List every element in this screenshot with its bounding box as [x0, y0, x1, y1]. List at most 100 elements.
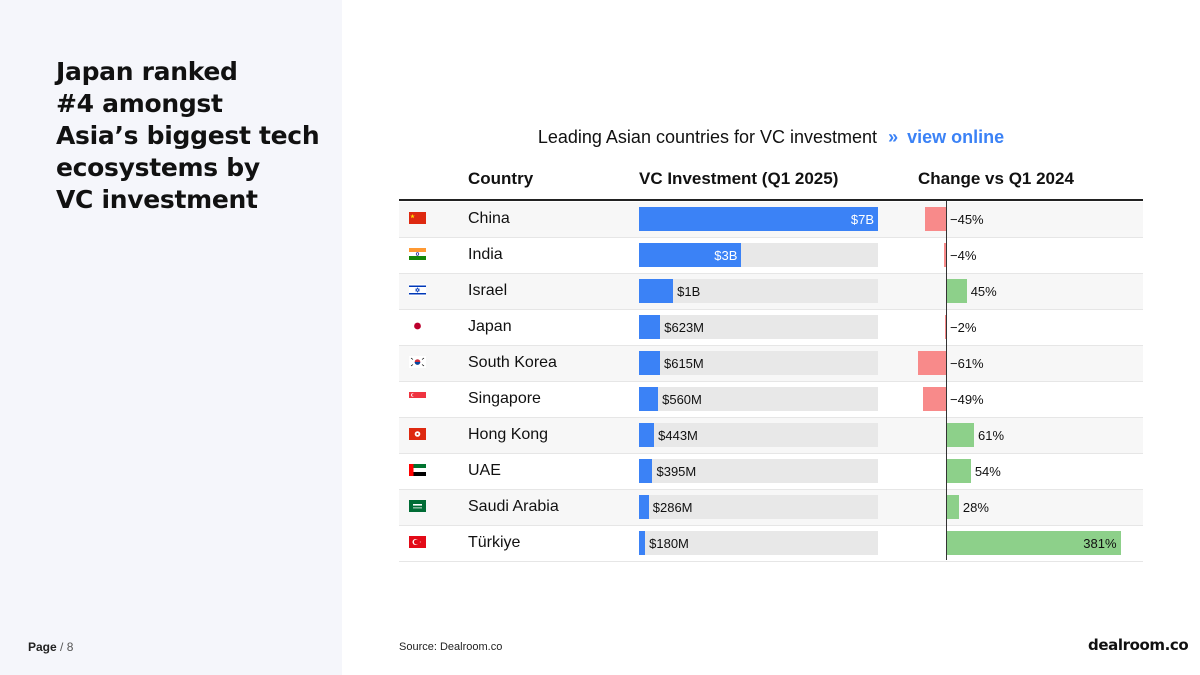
change-value-label: −61%: [950, 356, 984, 371]
table-row: Israel $1B 45%: [399, 274, 1143, 310]
chart-card: Leading Asian countries for VC investmen…: [399, 103, 1143, 563]
dealroom-logo: dealroom.co: [1088, 636, 1189, 654]
investment-bar: [639, 279, 674, 303]
flag-uae-icon: [409, 464, 426, 476]
investment-bar: [639, 207, 878, 231]
table-row: China $7B −45%: [399, 202, 1143, 238]
change-bar: [923, 387, 946, 411]
investment-bar: [639, 495, 649, 519]
change-value-label: 54%: [974, 464, 1001, 479]
investment-bar-track: $1B: [639, 279, 878, 303]
table-row: Saudi Arabia $286M 28%: [399, 490, 1143, 526]
country-name: Singapore: [468, 390, 541, 407]
column-header-investment: VC Investment (Q1 2025): [639, 169, 839, 188]
flag-hong-kong-icon: [409, 428, 426, 440]
flag-israel-icon: [409, 284, 426, 296]
page-label: Page: [28, 640, 57, 654]
investment-bar: [639, 387, 659, 411]
investment-value-label: $615M: [663, 356, 704, 371]
headline-line: Japan ranked: [56, 57, 238, 86]
headline-line: VC investment: [56, 185, 258, 214]
page-number: 8: [66, 640, 74, 654]
change-bar: [946, 459, 971, 483]
change-zero-line: [946, 201, 947, 560]
change-bar: [946, 531, 1122, 555]
investment-value-label: $1B: [677, 284, 701, 299]
table-row: Hong Kong $443M 61%: [399, 418, 1143, 454]
change-bar: [946, 279, 967, 303]
table-row: Singapore $560M −49%: [399, 382, 1143, 418]
table-row: UAE $395M 54%: [399, 454, 1143, 490]
investment-value-label: $3B: [714, 248, 738, 263]
country-name: South Korea: [468, 354, 557, 371]
investment-bar-track: $3B: [639, 243, 878, 267]
change-bar: [944, 243, 946, 267]
investment-bar-track: $623M: [639, 315, 878, 339]
country-name: Hong Kong: [468, 426, 549, 443]
country-name: China: [468, 210, 510, 227]
change-value-label: −45%: [950, 212, 984, 227]
change-value-label: 381%: [1083, 536, 1117, 551]
flag-south-korea-icon: [409, 356, 426, 368]
flag-turkiye-icon: [409, 536, 426, 548]
investment-bar: [639, 351, 660, 375]
country-name: India: [468, 246, 503, 263]
investment-value-label: $443M: [658, 428, 698, 443]
country-name: UAE: [468, 462, 501, 479]
change-bar: [925, 207, 946, 231]
change-value-label: 45%: [970, 284, 997, 299]
header-divider: [399, 199, 1143, 201]
change-value-label: −4%: [950, 248, 977, 263]
headline-line: Asia’s biggest tech: [56, 121, 320, 150]
table-row: Türkiye $180M 381%: [399, 526, 1143, 562]
investment-bar: [639, 459, 653, 483]
country-name: Türkiye: [468, 534, 521, 551]
column-header-change: Change vs Q1 2024: [918, 169, 1074, 188]
investment-bar-track: $180M: [639, 531, 878, 555]
investment-bar-track: $395M: [639, 459, 878, 483]
investment-bar: [639, 315, 661, 339]
table-row: Japan $623M −2%: [399, 310, 1143, 346]
flag-saudi-arabia-icon: [409, 500, 426, 512]
change-bar: [917, 351, 946, 375]
change-bar: [946, 495, 959, 519]
flag-china-icon: [409, 212, 426, 224]
flag-japan-icon: [409, 320, 426, 332]
source-note: Source: Dealroom.co: [399, 641, 503, 653]
chart-title: Leading Asian countries for VC investmen…: [537, 127, 878, 147]
change-value-label: −49%: [950, 392, 984, 407]
headline-line: #4 amongst: [56, 89, 223, 118]
view-online-arrow-icon[interactable]: »: [888, 127, 899, 147]
change-bar: [946, 423, 975, 447]
change-value-label: −2%: [950, 320, 977, 335]
investment-value-label: $560M: [662, 392, 702, 407]
change-value-label: 28%: [962, 500, 989, 515]
country-name: Saudi Arabia: [468, 498, 559, 515]
view-online-link[interactable]: view online: [907, 127, 1005, 147]
change-value-label: 61%: [978, 428, 1005, 443]
investment-bar-track: $443M: [639, 423, 878, 447]
investment-bar-track: $286M: [639, 495, 878, 519]
investment-value-label: $286M: [652, 500, 693, 515]
investment-bar: [639, 243, 742, 267]
table-row: India $3B −4%: [399, 238, 1143, 274]
headline-line: ecosystems by: [56, 153, 260, 182]
investment-bar-track: $615M: [639, 351, 878, 375]
flag-india-icon: [409, 248, 426, 260]
column-header-country: Country: [468, 169, 534, 188]
page-separator: /: [60, 640, 64, 654]
chart-title-bar: Leading Asian countries for VC investmen…: [399, 127, 1143, 148]
change-bar: [944, 315, 946, 339]
country-name: Japan: [468, 318, 512, 335]
page-indicator: Page / 8: [28, 640, 73, 654]
investment-bar: [639, 531, 646, 555]
table-row: South Korea $615M −61%: [399, 346, 1143, 382]
investment-bar-track: $560M: [639, 387, 878, 411]
flag-singapore-icon: [409, 392, 426, 404]
investment-value-label: $180M: [649, 536, 689, 551]
investment-bar-track: $7B: [639, 207, 878, 231]
investment-value-label: $395M: [656, 464, 697, 479]
left-panel: Japan ranked #4 amongst Asia’s biggest t…: [0, 0, 342, 675]
investment-value-label: $7B: [850, 212, 874, 227]
page-headline: Japan ranked #4 amongst Asia’s biggest t…: [56, 56, 336, 216]
